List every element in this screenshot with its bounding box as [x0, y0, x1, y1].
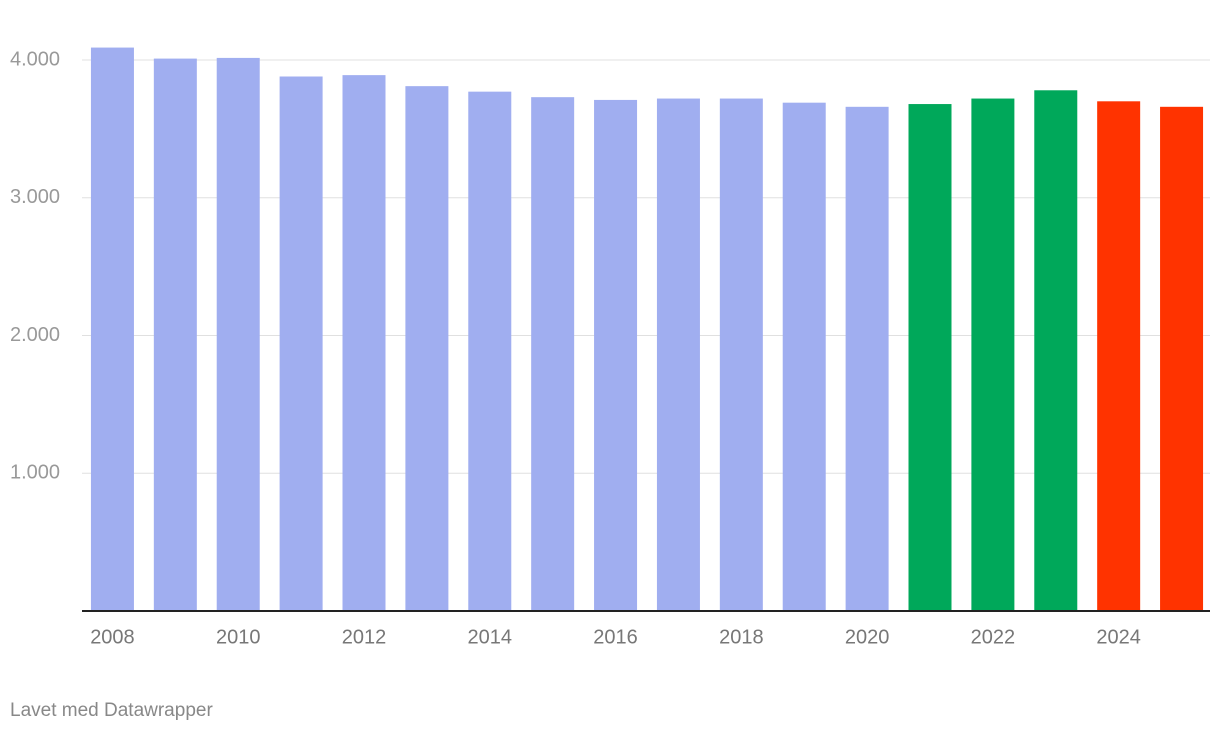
bar [468, 91, 512, 611]
bar [216, 57, 260, 612]
bar [1160, 106, 1204, 611]
y-tick-label: 1.000 [10, 462, 60, 484]
y-tick-label: 2.000 [10, 324, 60, 346]
x-tick-label: 2010 [216, 626, 261, 648]
bar [908, 104, 952, 612]
bar [594, 99, 638, 612]
x-tick-label: 2012 [342, 626, 387, 648]
y-tick-label: 4.000 [10, 48, 60, 70]
x-tick-label: 2008 [90, 626, 135, 648]
bar [1097, 101, 1141, 612]
x-tick-label: 2020 [845, 626, 890, 648]
bar [153, 58, 197, 612]
bar [719, 98, 763, 612]
bar [1034, 90, 1078, 611]
bar [405, 86, 449, 611]
bar [845, 106, 889, 611]
bar [90, 47, 134, 611]
x-tick-label: 2018 [719, 626, 764, 648]
bar [531, 97, 575, 612]
footer: Lavet med Datawrapper [10, 700, 213, 721]
bar [782, 102, 826, 612]
x-tick-label: 2016 [593, 626, 638, 648]
y-tick-label: 3.000 [10, 186, 60, 208]
bar [656, 98, 700, 612]
bar [971, 98, 1015, 612]
bar [279, 76, 323, 611]
x-tick-label: 2022 [971, 626, 1016, 648]
bar [342, 75, 386, 611]
x-tick-label: 2014 [468, 626, 513, 648]
x-tick-label: 2024 [1096, 626, 1141, 648]
